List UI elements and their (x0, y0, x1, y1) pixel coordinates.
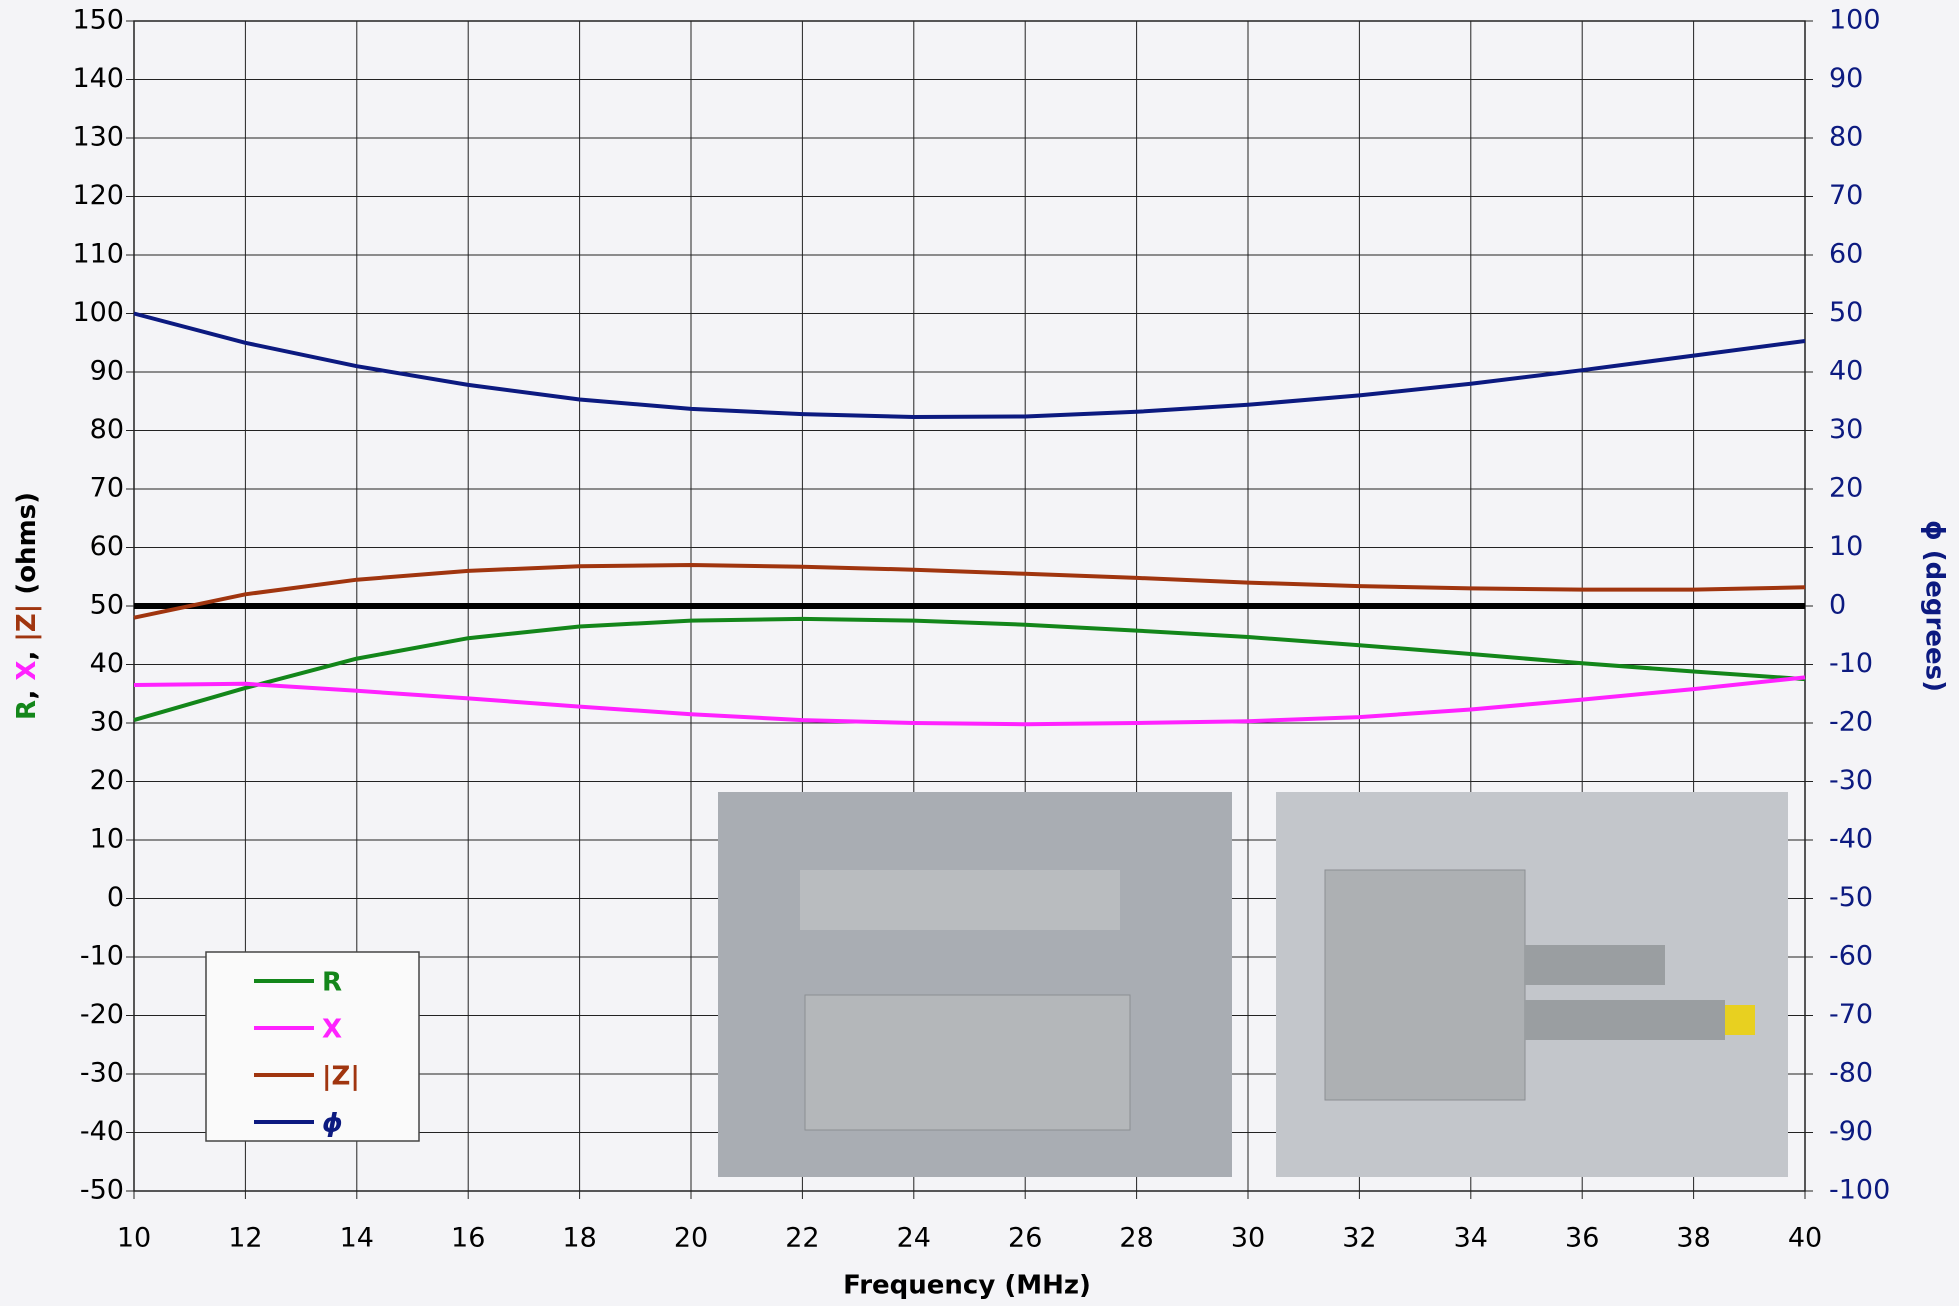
y2-tick-label: -70 (1829, 999, 1873, 1030)
y2-tick-label: -100 (1829, 1175, 1890, 1206)
y-tick-label: 150 (72, 5, 124, 36)
photo-box-body (804, 994, 1131, 1131)
x-tick-label: 34 (1454, 1223, 1488, 1254)
y2-tick-label: -50 (1829, 882, 1873, 913)
x-tick-label: 22 (785, 1223, 819, 1254)
y-axis-label-part: , (12, 681, 42, 700)
y-tick-label: -30 (80, 1058, 124, 1089)
y-tick-label: 30 (90, 707, 124, 738)
y-axis-label-part: |Z| (12, 604, 42, 642)
y2-axis-label: ϕ (degrees) (1920, 520, 1950, 692)
y-tick-label: -10 (80, 941, 124, 972)
series-line (133, 311, 1806, 419)
y2-tick-label: 40 (1829, 356, 1863, 387)
x-tick-label: 38 (1676, 1223, 1710, 1254)
legend: RX |Z| ϕ (205, 951, 420, 1142)
y2-tick-label: -90 (1829, 1116, 1873, 1147)
x-tick-label: 20 (674, 1223, 708, 1254)
x-tick-label: 26 (1008, 1223, 1042, 1254)
legend-box (205, 951, 420, 1142)
x-tick-label: 12 (228, 1223, 262, 1254)
legend-label: X (322, 1015, 342, 1045)
x-tick-label: 14 (340, 1223, 374, 1254)
photo-box (1324, 869, 1526, 1101)
legend-label: R (322, 968, 342, 998)
series-line (133, 563, 1806, 620)
series-line (133, 675, 1806, 727)
x-tick-label: 10 (117, 1223, 151, 1254)
y2-tick-label: 100 (1829, 5, 1881, 36)
x-tick-label: 32 (1342, 1223, 1376, 1254)
y-tick-label: 100 (72, 297, 124, 328)
photo-box-lid (800, 870, 1120, 930)
photo-connector (1525, 945, 1665, 985)
legend-label: ϕ (322, 1109, 343, 1139)
y2-tick-label: 80 (1829, 122, 1863, 153)
y-tick-label: 120 (72, 180, 124, 211)
y-axis-label-part: , (12, 642, 42, 661)
y-tick-label: 10 (90, 824, 124, 855)
y-tick-label: 40 (90, 648, 124, 679)
y-tick-label: -20 (80, 999, 124, 1030)
y-tick-label: 110 (72, 239, 124, 270)
y-tick-label: -40 (80, 1116, 124, 1147)
y2-tick-label: 0 (1829, 590, 1846, 621)
legend-label: |Z| (322, 1062, 360, 1092)
y2-tick-label: 10 (1829, 531, 1863, 562)
photos (718, 792, 1788, 1177)
y-axis-label-part: X (12, 661, 42, 681)
y2-tick-label: 70 (1829, 180, 1863, 211)
y-axis-label-part: (ohms) (12, 492, 42, 604)
x-axis-label: Frequency (MHz) (843, 1271, 1091, 1301)
x-tick-label: 18 (562, 1223, 596, 1254)
y2-tick-label: 20 (1829, 473, 1863, 504)
y-tick-label: 140 (72, 63, 124, 94)
y2-tick-label: 30 (1829, 414, 1863, 445)
plot (133, 311, 1806, 727)
photo-connector (1525, 1000, 1725, 1040)
x-tick-label: 28 (1119, 1223, 1153, 1254)
y2-tick-label: 90 (1829, 63, 1863, 94)
y-axis-label-part: R (12, 700, 42, 721)
y2-tick-label: -10 (1829, 648, 1873, 679)
y-tick-label: 60 (90, 531, 124, 562)
y-tick-label: 90 (90, 356, 124, 387)
series-line (133, 616, 1806, 723)
y2-tick-label: 60 (1829, 239, 1863, 270)
y-tick-label: 70 (90, 473, 124, 504)
y-tick-label: 50 (90, 590, 124, 621)
x-tick-label: 40 (1788, 1223, 1822, 1254)
y-axis-label: R, X, |Z| (ohms) (12, 492, 42, 720)
y2-tick-label: -60 (1829, 941, 1873, 972)
photo-load (1725, 1005, 1755, 1035)
x-tick-label: 24 (897, 1223, 931, 1254)
y2-tick-label: -80 (1829, 1058, 1873, 1089)
y-tick-label: -50 (80, 1175, 124, 1206)
y2-tick-label: -30 (1829, 765, 1873, 796)
y-tick-label: 130 (72, 122, 124, 153)
x-tick-label: 16 (451, 1223, 485, 1254)
x-tick-label: 30 (1231, 1223, 1265, 1254)
y2-tick-label: -20 (1829, 707, 1873, 738)
y-tick-label: 20 (90, 765, 124, 796)
y2-tick-label: 50 (1829, 297, 1863, 328)
x-tick-label: 36 (1565, 1223, 1599, 1254)
y2-tick-label: -40 (1829, 824, 1873, 855)
y-tick-label: 0 (107, 882, 124, 913)
y-tick-label: 80 (90, 414, 124, 445)
